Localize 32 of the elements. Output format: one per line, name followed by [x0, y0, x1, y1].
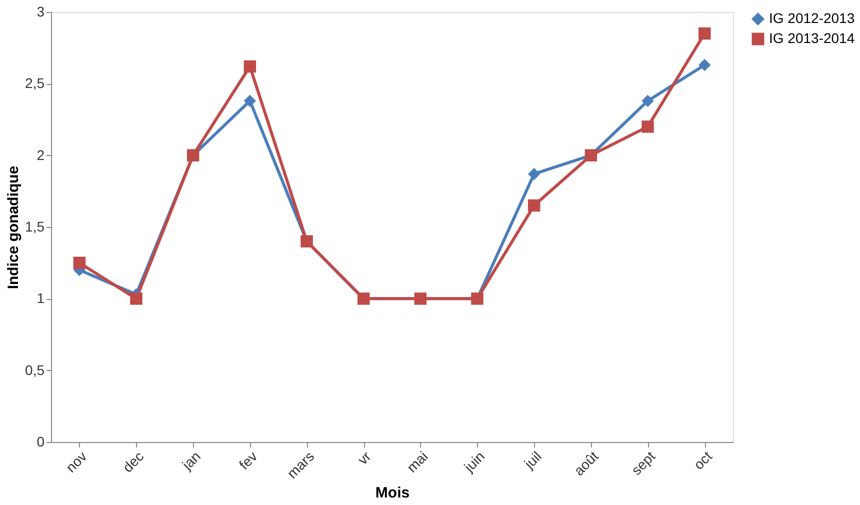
x-tick-label: dec	[119, 448, 147, 476]
x-tick-label: sept	[628, 448, 658, 478]
x-tick-label: jan	[178, 448, 204, 474]
y-axis-title: Indice gonadique	[5, 166, 22, 290]
x-tick-label: juin	[460, 448, 488, 476]
point	[73, 256, 86, 269]
point	[698, 58, 711, 72]
legend-label: IG 2013-2014	[769, 30, 855, 46]
point	[642, 94, 654, 107]
point	[130, 292, 142, 305]
x-axis-title: Mois	[375, 484, 410, 502]
y-tick-label: 1,5	[25, 218, 45, 234]
x-tick-label: oct	[690, 448, 716, 473]
point	[244, 60, 256, 73]
y-tick-label: 0	[36, 434, 45, 450]
point	[528, 199, 540, 212]
x-tick-label: août	[570, 448, 602, 479]
y-tick-label: 1	[36, 290, 45, 306]
x-tick-label: fev	[236, 448, 260, 473]
x-tick-label: vr	[354, 448, 374, 468]
legend-label: IG 2012-2013	[769, 10, 855, 26]
point	[244, 94, 256, 107]
y-tick-label: 2,5	[25, 75, 45, 92]
x-tick-label: nov	[62, 448, 90, 476]
x-tick-label: juil	[520, 448, 544, 472]
y-tick-label: 0,5	[25, 362, 45, 378]
point	[528, 168, 540, 180]
point	[698, 27, 711, 40]
y-tick-label: 2	[36, 146, 45, 163]
x-tick-label: mai	[404, 448, 431, 476]
point	[642, 120, 654, 133]
y-tick-label: 3	[36, 4, 45, 20]
